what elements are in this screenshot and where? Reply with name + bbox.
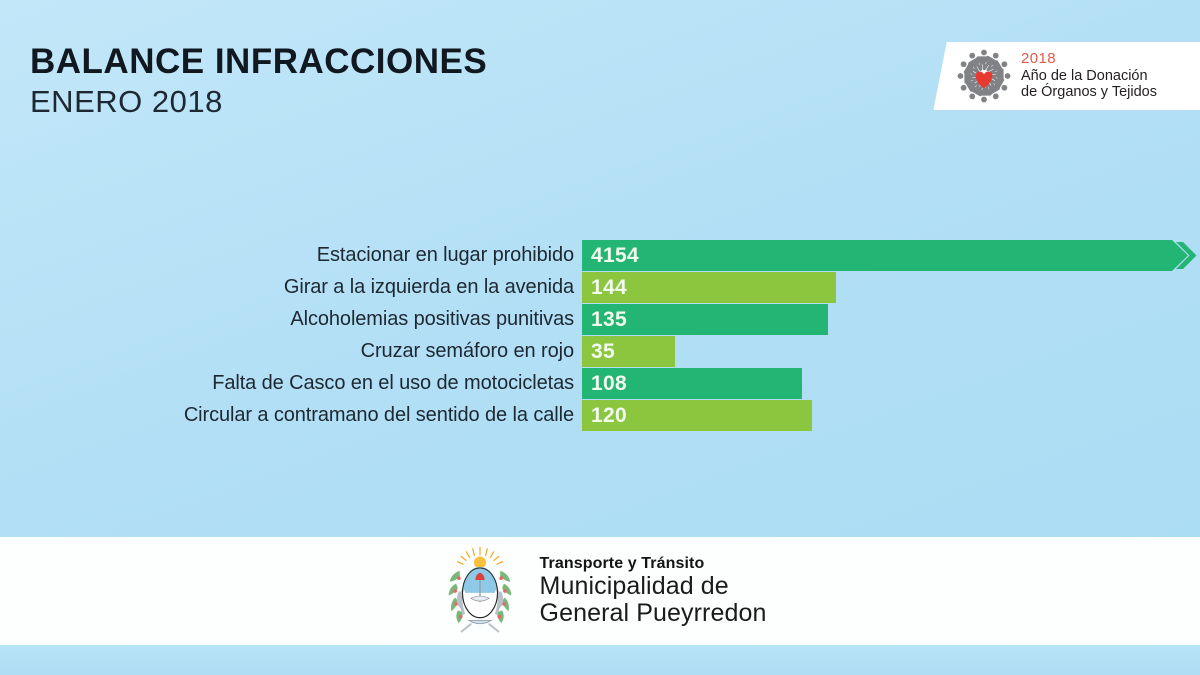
bar-fill: 120 <box>582 400 812 431</box>
footer-org-line-2: General Pueyrredon <box>539 598 767 627</box>
badge-text: 2018 Año de la Donación de Órganos y Tej… <box>1021 50 1157 101</box>
bar-fill: 144 <box>582 272 836 303</box>
bar-track: 144 <box>582 272 836 303</box>
chart-row: Falta de Casco en el uso de motocicletas… <box>0 368 1200 399</box>
bottom-strip <box>0 645 1200 675</box>
donation-badge: 2018 Año de la Donación de Órganos y Tej… <box>933 42 1200 110</box>
footer-bar: Transporte y Tránsito Municipalidad de G… <box>0 537 1200 645</box>
footer-department: Transporte y Tránsito <box>539 555 705 573</box>
bar-fill: 108 <box>582 368 802 399</box>
footer-org-line-1: Municipalidad de <box>539 571 729 600</box>
bar-value: 35 <box>591 339 615 363</box>
bar-fill: 4154 <box>582 240 1197 271</box>
page-title: BALANCE INFRACCIONES <box>30 42 488 81</box>
arrow-chevrons-icon <box>1142 240 1197 271</box>
bar-value: 135 <box>591 307 627 331</box>
bar-label: Girar a la izquierda en la avenida <box>283 276 574 298</box>
chart-row: Alcoholemias positivas punitivas 135 <box>0 304 1200 335</box>
bar-value: 108 <box>591 371 627 395</box>
chart-row: Estacionar en lugar prohibido 4154 <box>0 240 1200 271</box>
bar-value: 4154 <box>591 243 639 267</box>
badge-line-2: de Órganos y Tejidos <box>1021 84 1157 101</box>
heart-with-people-ring-icon <box>956 48 1012 104</box>
bar-label: Circular a contramano del sentido de la … <box>183 404 574 426</box>
chart-row: Circular a contramano del sentido de la … <box>0 400 1200 431</box>
bar-fill: 35 <box>582 336 675 367</box>
footer-branding: Transporte y Tránsito Municipalidad de G… <box>434 545 767 637</box>
bar-label: Cruzar semáforo en rojo <box>360 340 574 362</box>
bar-value: 120 <box>591 403 627 427</box>
title-block: BALANCE INFRACCIONES ENERO 2018 <box>30 42 488 119</box>
bar-label: Alcoholemias positivas punitivas <box>290 308 574 330</box>
bar-label: Estacionar en lugar prohibido <box>316 244 574 266</box>
bar-value: 144 <box>591 275 627 299</box>
chart-row: Girar a la izquierda en la avenida 144 <box>0 272 1200 303</box>
bar-track: 108 <box>582 368 802 399</box>
bar-track: 4154 <box>582 240 1197 271</box>
bar-track: 135 <box>582 304 828 335</box>
bar-track: 35 <box>582 336 675 367</box>
footer-text: Transporte y Tránsito Municipalidad de G… <box>540 555 767 626</box>
badge-line-1: Año de la Donación <box>1021 68 1148 85</box>
bar-track: 120 <box>582 400 812 431</box>
argentina-coat-of-arms-icon <box>434 545 526 637</box>
bar-label: Falta de Casco en el uso de motocicletas <box>212 372 574 394</box>
bar-fill: 135 <box>582 304 828 335</box>
page-subtitle: ENERO 2018 <box>30 83 223 119</box>
badge-year: 2018 <box>1021 50 1056 68</box>
bar-chart: Estacionar en lugar prohibido 4154 Girar… <box>0 240 1200 432</box>
chart-row: Cruzar semáforo en rojo 35 <box>0 336 1200 367</box>
